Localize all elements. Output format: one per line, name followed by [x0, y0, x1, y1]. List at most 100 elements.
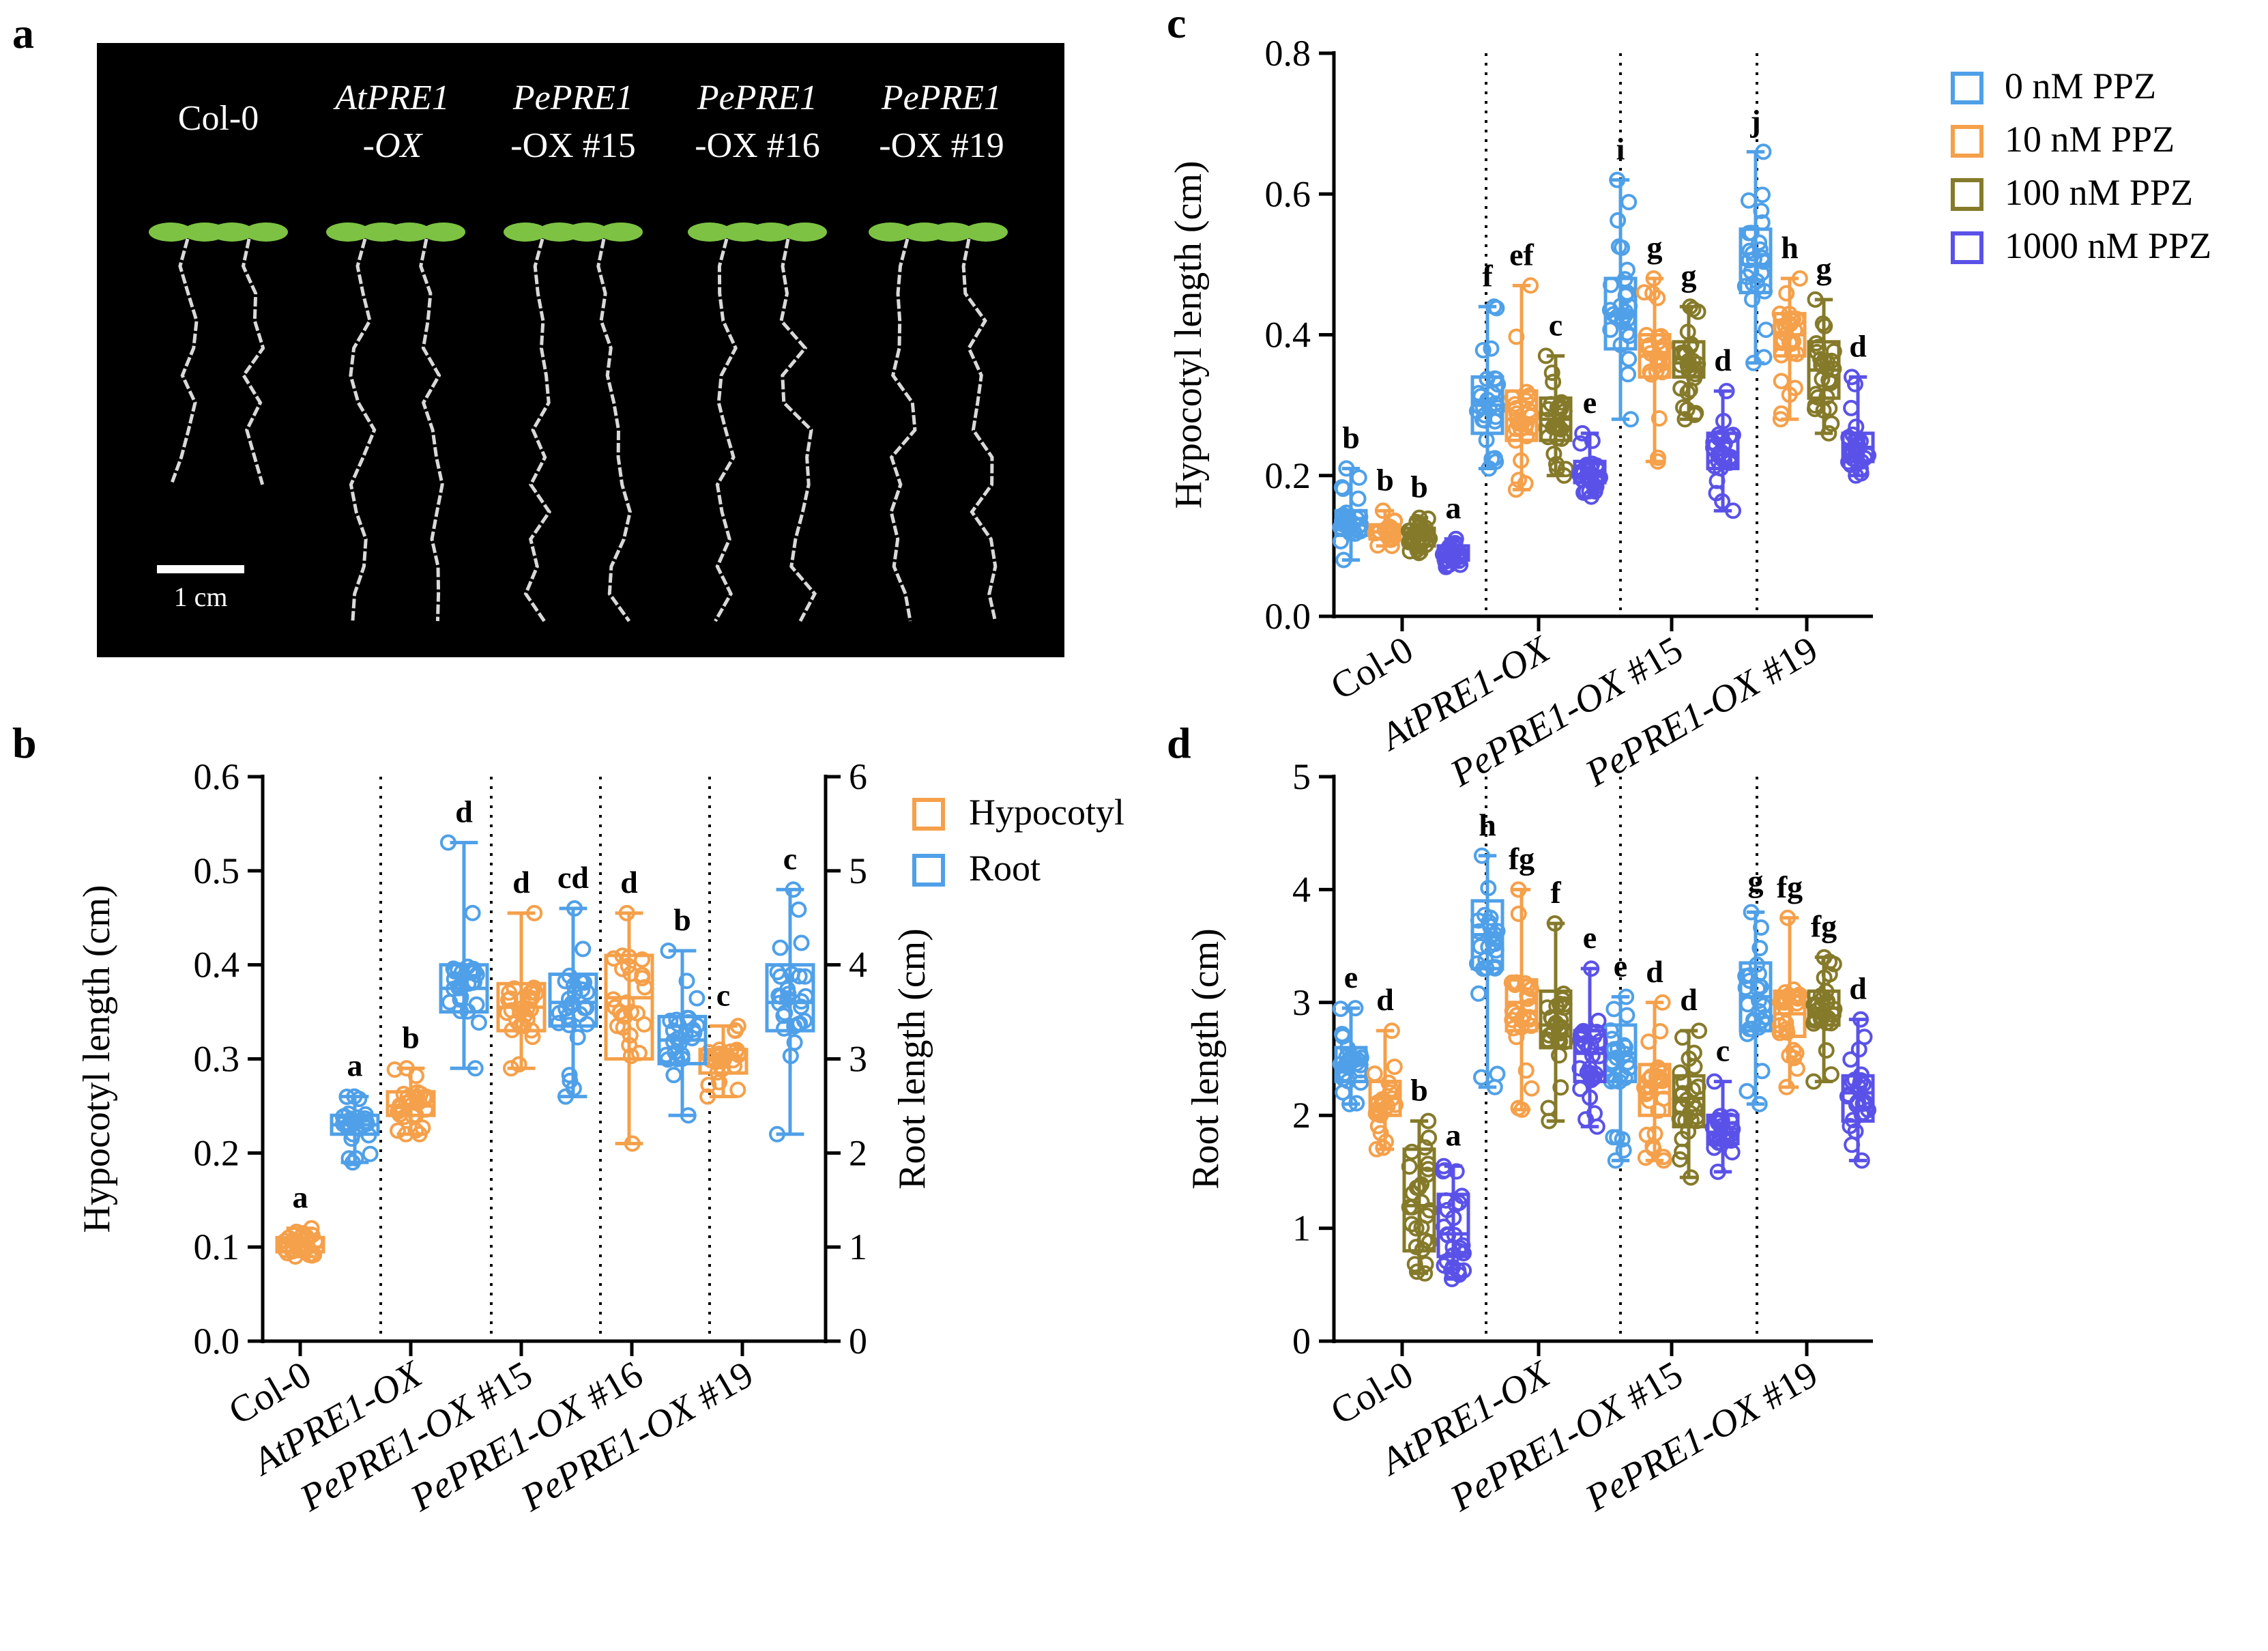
- data-point: [1470, 985, 1487, 1002]
- data-point: [1718, 383, 1735, 399]
- data-point: [1646, 1125, 1663, 1143]
- data-point: [1680, 1123, 1697, 1140]
- box-0-nm-ppz-3: g: [1737, 863, 1775, 1112]
- data-point: [1820, 425, 1837, 442]
- data-point: [1752, 978, 1769, 995]
- y2-tick-label: 1: [849, 1226, 867, 1267]
- data-point: [1814, 315, 1831, 332]
- data-point: [1473, 1069, 1489, 1086]
- data-point: [1518, 428, 1535, 444]
- data-point: [1842, 1051, 1859, 1068]
- box-hypocotyl-1: b: [386, 1020, 436, 1143]
- data-point: [1739, 1082, 1756, 1100]
- box-iqr: [1402, 526, 1436, 548]
- genotype-labels: Col-0 AtPRE1 -OX PePRE1 -OX #15 PePRE1 -…: [178, 78, 1004, 165]
- data-point: [561, 1067, 578, 1084]
- box-root-3: b: [657, 902, 708, 1124]
- data-point: [1706, 1073, 1723, 1090]
- data-point: [1608, 308, 1625, 326]
- x-tick-label: PePRE1-OX #19: [1578, 629, 1825, 796]
- data-point: [1743, 1020, 1760, 1037]
- data-point: [523, 990, 540, 1007]
- data-point: [1404, 1143, 1421, 1160]
- legend-label-0nm: 0 nM PPZ: [2005, 66, 2156, 106]
- data-point: [1823, 415, 1840, 432]
- legend-b: Hypocotyl Root: [912, 792, 1124, 889]
- photo-label-pe16-l2: -OX #16: [695, 126, 819, 165]
- data-point: [508, 1013, 525, 1030]
- seedling-leaf: [964, 222, 1008, 242]
- significance-letter: g: [1647, 230, 1663, 265]
- data-point: [569, 1029, 586, 1046]
- data-point: [407, 1122, 424, 1139]
- data-point: [1341, 1095, 1358, 1112]
- data-point: [1778, 1078, 1795, 1095]
- data-point: [769, 1125, 785, 1143]
- data-point: [1753, 919, 1769, 936]
- data-point: [1607, 1152, 1624, 1169]
- data-point: [1350, 490, 1367, 507]
- significance-letter: c: [716, 977, 730, 1012]
- data-point: [1386, 1059, 1403, 1075]
- box-1000-nm-ppz-1: e: [1571, 385, 1608, 505]
- data-point: [782, 1048, 799, 1065]
- data-point: [1347, 525, 1363, 542]
- y-tick-label: 0.1: [194, 1226, 240, 1267]
- data-point: [1383, 1022, 1400, 1039]
- data-point: [660, 943, 677, 959]
- data-point: [1614, 240, 1630, 256]
- y-tick-label: 0.4: [1265, 315, 1311, 356]
- data-point: [1546, 915, 1563, 932]
- significance-letter: d: [1714, 343, 1732, 377]
- data-point: [1335, 551, 1352, 569]
- data-point: [1374, 502, 1391, 519]
- data-point: [1755, 143, 1772, 160]
- data-point: [669, 1050, 686, 1067]
- seedling-leaf: [388, 222, 431, 242]
- data-point: [1753, 265, 1770, 282]
- data-point: [1591, 1033, 1608, 1050]
- data-point: [510, 1056, 527, 1073]
- data-point: [1843, 399, 1860, 416]
- box-0-nm-ppz-0: e: [1332, 960, 1369, 1112]
- data-point: [1689, 303, 1706, 320]
- data-point: [1421, 1130, 1438, 1146]
- box-10-nm-ppz-2: g: [1635, 230, 1673, 470]
- box-10-nm-ppz-3: fg: [1771, 870, 1808, 1095]
- seedling-leaf: [326, 222, 370, 242]
- data-point: [1672, 380, 1689, 397]
- data-point: [1515, 1008, 1532, 1025]
- data-point: [1508, 328, 1525, 345]
- data-point: [1417, 1256, 1434, 1273]
- box-10-nm-ppz-1: fg: [1503, 841, 1540, 1118]
- significance-letter: d: [620, 865, 638, 900]
- significance-letter: d: [1646, 954, 1663, 989]
- significance-letter: e: [1583, 920, 1597, 955]
- data-point: [1675, 399, 1691, 416]
- data-point: [1510, 881, 1527, 898]
- data-point: [1488, 300, 1505, 317]
- box-100-nm-ppz-0: b: [1401, 1072, 1438, 1282]
- y-tick-label: 0: [1292, 1321, 1311, 1362]
- data-point: [1788, 1060, 1805, 1077]
- seedling-leaf: [599, 222, 643, 242]
- box-1000-nm-ppz-0: a: [1435, 1118, 1472, 1287]
- data-point: [1676, 344, 1693, 361]
- significance-letter: fg: [1811, 909, 1837, 944]
- data-point: [1438, 1253, 1455, 1269]
- data-point: [1333, 479, 1350, 496]
- data-point: [1541, 1027, 1558, 1044]
- significance-letter: e: [1583, 385, 1597, 420]
- data-point: [1756, 349, 1773, 366]
- seedling-leaf: [688, 222, 731, 242]
- data-point: [465, 960, 482, 977]
- data-point: [1746, 1012, 1763, 1029]
- significance-letter: c: [1716, 1033, 1730, 1068]
- seedling-root: [523, 238, 552, 622]
- box-100-nm-ppz-0: b: [1400, 470, 1438, 562]
- data-point: [775, 1007, 792, 1024]
- significance-letter: a: [347, 1048, 363, 1083]
- significance-letter: b: [1410, 470, 1428, 504]
- data-point: [1483, 340, 1500, 357]
- data-point: [1468, 955, 1485, 972]
